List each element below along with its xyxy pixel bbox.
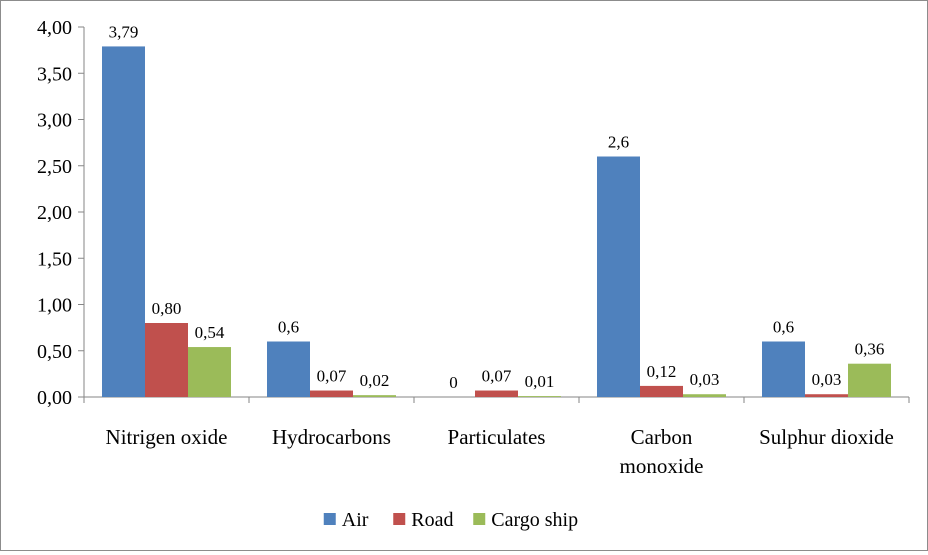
data-label: 3,79 <box>109 22 139 41</box>
bar-cargo-ship <box>188 347 231 397</box>
x-category-label: monoxide <box>620 454 704 478</box>
legend-label: Road <box>411 509 453 531</box>
y-tick-label: 2,50 <box>37 156 72 178</box>
legend-label: Cargo ship <box>491 509 578 531</box>
y-tick-label: 0,00 <box>37 387 72 409</box>
data-labels: 3,79 0,80 0,54 0,6 0,07 0,02 0 0,07 0,01 2,6 0,12 0… <box>109 22 885 392</box>
data-label: 0,02 <box>360 371 390 390</box>
data-label: 0 <box>449 373 458 392</box>
bars <box>102 46 891 398</box>
data-label: 0,6 <box>278 318 299 337</box>
legend-label: Air <box>342 509 369 531</box>
data-label: 2,6 <box>608 133 629 152</box>
bar-road <box>805 394 848 397</box>
axes: 0,00 0,50 1,00 1,50 2,00 2,50 3,00 3,50 4,00 Nitr… <box>37 17 910 478</box>
x-category-label: Sulphur dioxide <box>759 425 894 449</box>
legend: Air Road Cargo ship <box>323 509 578 531</box>
legend-swatch-air <box>323 513 336 525</box>
bar-cargo-ship <box>518 396 561 397</box>
bar-road <box>640 385 683 397</box>
bar-cargo-ship <box>683 394 726 397</box>
legend-swatch-cargo-ship <box>473 513 486 525</box>
data-label: 0,07 <box>317 367 347 386</box>
x-category-label: Carbon <box>631 425 693 449</box>
x-category-label: Hydrocarbons <box>272 425 391 449</box>
bar-cargo-ship <box>848 363 891 397</box>
bar-air <box>762 341 805 397</box>
y-tick-label: 4,00 <box>37 17 72 39</box>
y-tick-label: 0,50 <box>37 341 72 363</box>
data-label: 0,80 <box>152 299 182 318</box>
data-label: 0,01 <box>525 372 555 391</box>
y-tick-label: 3,50 <box>37 63 72 85</box>
data-label: 0,36 <box>855 340 885 359</box>
bar-air <box>597 156 640 397</box>
y-tick-label: 2,00 <box>37 202 72 224</box>
bar-cargo-ship <box>353 395 396 397</box>
data-label: 0,54 <box>195 323 225 342</box>
x-category-label: Particulates <box>448 425 546 449</box>
data-label: 0,07 <box>482 367 512 386</box>
y-tick-label: 1,00 <box>37 295 72 317</box>
data-label: 0,12 <box>647 362 677 381</box>
y-tick-label: 3,00 <box>37 110 72 132</box>
y-tick-label: 1,50 <box>37 248 72 270</box>
x-category-label: Nitrigen oxide <box>106 425 228 449</box>
data-label: 0,03 <box>690 370 720 389</box>
bar-road <box>310 390 353 397</box>
legend-swatch-road <box>393 513 406 525</box>
data-label: 0,6 <box>773 318 794 337</box>
bar-air <box>267 341 310 397</box>
data-label: 0,03 <box>812 370 842 389</box>
bar-road <box>145 323 188 397</box>
bar-air <box>102 46 145 398</box>
bar-road <box>475 390 518 397</box>
